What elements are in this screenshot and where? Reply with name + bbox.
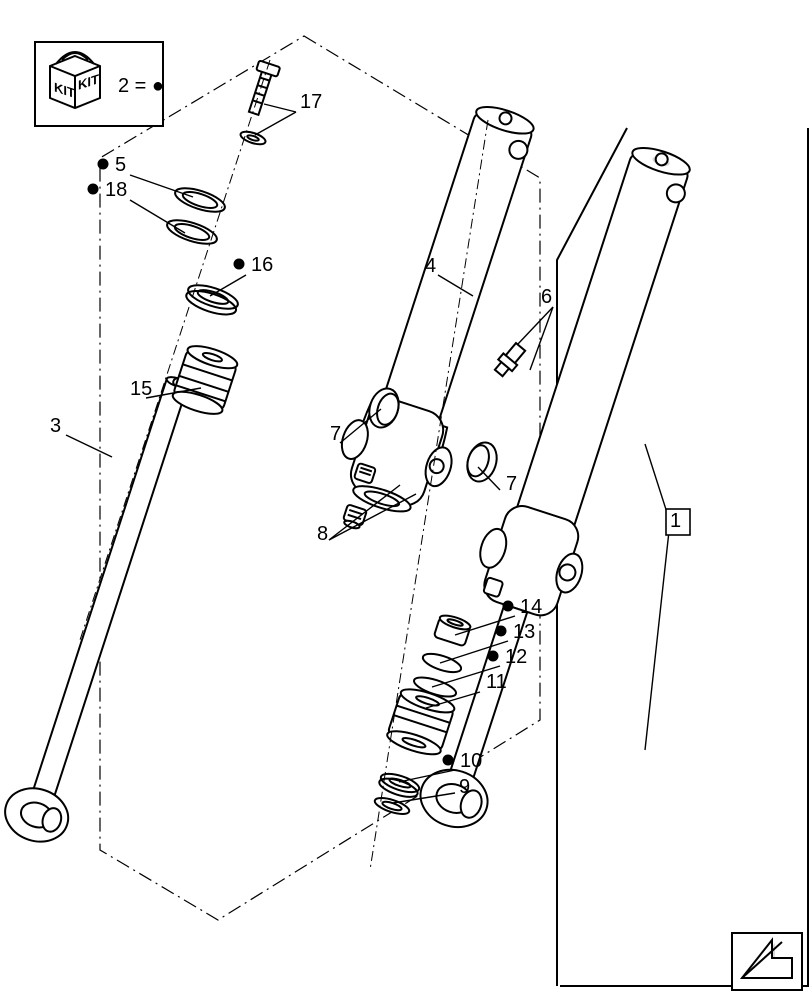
callout-6: 6	[541, 286, 552, 308]
callout-7: 7	[330, 423, 341, 445]
svg-text:8: 8	[317, 523, 328, 545]
callout-5: 5	[98, 154, 127, 176]
callout-3: 3	[50, 415, 61, 437]
kit-legend-box: KIT KIT 2 = ●	[35, 42, 164, 126]
svg-text:16: 16	[251, 254, 273, 276]
svg-text:3: 3	[50, 415, 61, 437]
nav-arrow-box[interactable]	[732, 933, 802, 990]
svg-text:5: 5	[115, 154, 126, 176]
assembly-bracket-right	[557, 128, 808, 986]
part-cap-7-right	[463, 439, 502, 486]
callout-8: 8	[317, 523, 328, 545]
part-ring-16	[184, 280, 241, 319]
callout-4: 4	[425, 255, 436, 277]
callout-11: 11	[486, 671, 507, 693]
svg-text:7: 7	[330, 423, 341, 445]
svg-text:1: 1	[670, 510, 681, 532]
svg-text:11: 11	[486, 671, 507, 693]
svg-text:4: 4	[425, 255, 436, 277]
part-bushing-14	[434, 613, 472, 647]
svg-text:6: 6	[541, 286, 552, 308]
callout-15: 15	[130, 378, 152, 400]
callout-16: 16	[234, 254, 274, 276]
svg-text:14: 14	[520, 596, 542, 618]
part-ring-18	[164, 215, 219, 248]
svg-text:18: 18	[105, 179, 127, 201]
callout-9: 9	[459, 776, 470, 798]
part-rod-3	[0, 369, 209, 850]
svg-text:9: 9	[459, 776, 470, 798]
svg-text:12: 12	[505, 646, 527, 668]
svg-text:13: 13	[513, 621, 535, 643]
part-bolt-17	[239, 60, 280, 146]
svg-text:15: 15	[130, 378, 152, 400]
callout-17: 17	[300, 91, 322, 113]
svg-text:17: 17	[300, 91, 322, 113]
part-fitting-6	[492, 341, 528, 379]
part-seal-10	[377, 770, 421, 800]
svg-text:7: 7	[506, 473, 517, 495]
callout-7b: 7	[506, 473, 517, 495]
parts-diagram: KIT KIT 2 = ●	[0, 0, 812, 1000]
svg-text:10: 10	[460, 750, 482, 772]
callout-1: 1	[666, 509, 690, 535]
kit-equals-label: 2 = ●	[118, 75, 164, 97]
part-tube-4	[326, 93, 561, 524]
part-ring-5	[172, 183, 227, 216]
callout-10: 10	[443, 750, 483, 772]
callout-18: 18	[88, 179, 128, 201]
